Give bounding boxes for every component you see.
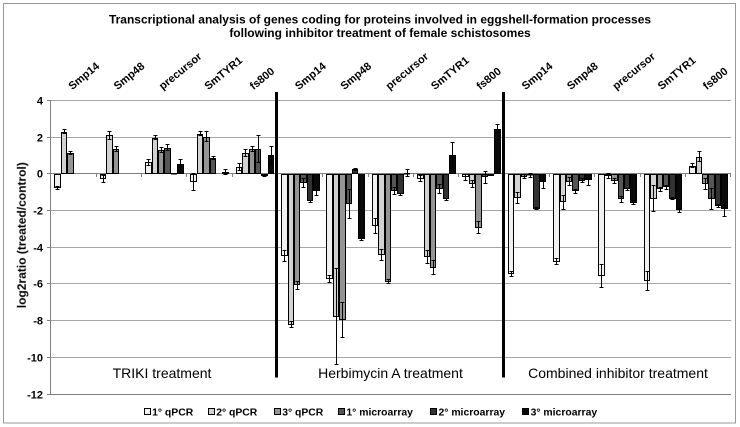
svg-text:1° qPCR: 1° qPCR (152, 407, 194, 418)
svg-text:Combined inhibitor treatment: Combined inhibitor treatment (528, 365, 708, 381)
svg-text:3° qPCR: 3° qPCR (282, 407, 324, 418)
svg-text:Transcriptional analysis of ge: Transcriptional analysis of genes coding… (109, 13, 651, 27)
svg-text:-2: -2 (33, 206, 43, 218)
svg-text:following inhibitor treatment: following inhibitor treatment of female … (229, 26, 531, 40)
svg-text:-6: -6 (33, 279, 43, 291)
svg-text:2° microarray: 2° microarray (439, 407, 506, 418)
svg-text:Herbimycin A treatment: Herbimycin A treatment (318, 365, 463, 381)
svg-text:4: 4 (37, 96, 44, 108)
svg-text:2° qPCR: 2° qPCR (216, 407, 258, 418)
svg-text:log2ratio (treated/control): log2ratio (treated/control) (15, 162, 29, 308)
svg-text:3° microarray: 3° microarray (531, 407, 598, 418)
svg-text:-4: -4 (33, 243, 44, 255)
svg-text:-12: -12 (27, 390, 43, 402)
svg-text:-8: -8 (33, 316, 43, 328)
svg-text:1° microarray: 1° microarray (346, 407, 413, 418)
svg-text:0: 0 (37, 169, 43, 181)
svg-text:-10: -10 (27, 353, 43, 365)
svg-text:TRIKI treatment: TRIKI treatment (113, 365, 212, 381)
svg-text:2: 2 (37, 133, 43, 145)
